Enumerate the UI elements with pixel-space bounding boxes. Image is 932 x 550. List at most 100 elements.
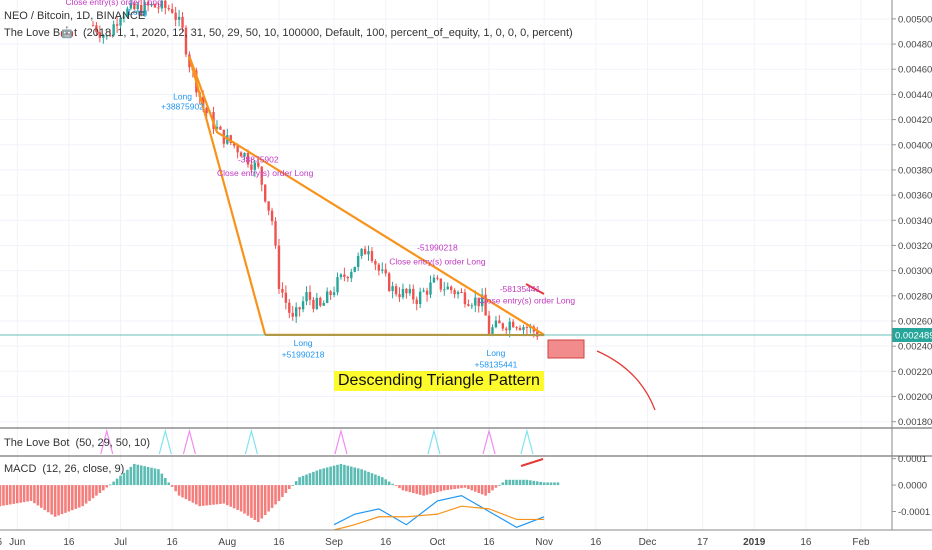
macd-histogram-bar — [491, 485, 494, 491]
macd-histogram-bar — [91, 485, 95, 499]
macd-histogram-bar — [463, 485, 467, 488]
macd-histogram-bar — [208, 485, 212, 506]
candle-body — [312, 299, 315, 309]
macd-histogram-bar — [215, 485, 219, 505]
candle-body — [315, 297, 319, 309]
candle-body — [229, 135, 232, 143]
macd-histogram-bar — [498, 485, 501, 486]
candle-body — [298, 307, 301, 310]
macd-histogram-bar — [532, 480, 536, 486]
macd-histogram-bar — [343, 464, 346, 486]
macd-histogram-bar — [308, 473, 312, 486]
macd-histogram-bar — [246, 485, 250, 516]
candle-body — [281, 288, 284, 293]
macd-histogram-bar — [363, 470, 367, 486]
macd-histogram-bar — [71, 485, 74, 511]
macd-legend[interactable]: MACD (12, 26, close, 9) — [4, 463, 124, 475]
macd-histogram-bar — [487, 485, 491, 493]
candle-body — [391, 286, 394, 292]
macd-histogram-bar — [112, 481, 115, 486]
macd-histogram-bar — [398, 485, 401, 489]
macd-histogram-bar — [263, 485, 267, 516]
candle-body — [367, 251, 370, 255]
candle-body — [122, 16, 126, 19]
long-entry-label: +51990218 — [282, 350, 325, 360]
candle-body — [109, 35, 112, 37]
candle-body — [343, 274, 346, 277]
macd-histogram-bar — [153, 468, 157, 486]
time-tick-label: Jun — [9, 537, 25, 548]
macd-histogram-bar — [312, 471, 315, 486]
macd-histogram-bar — [195, 485, 198, 505]
macd-histogram-bar — [515, 479, 518, 486]
candle-body — [467, 304, 470, 306]
time-tick-label: 16 — [63, 537, 75, 548]
macd-histogram-bar — [177, 485, 181, 496]
candle-body — [446, 286, 449, 290]
candle-body — [474, 297, 477, 306]
candle-body — [257, 162, 260, 167]
macd-histogram-bar — [446, 485, 450, 490]
macd-histogram-bar — [422, 485, 425, 496]
macd-histogram-bar — [346, 465, 350, 486]
macd-histogram-bar — [0, 485, 2, 507]
macd-histogram-bar — [157, 469, 160, 486]
candle-body — [350, 271, 353, 279]
macd-histogram-bar — [394, 485, 398, 486]
time-tick-label: Oct — [430, 537, 446, 548]
candle-body — [112, 24, 115, 36]
love-bot-name: The Love Bot — [4, 437, 70, 449]
macd-histogram-bar — [46, 485, 50, 513]
macd-histogram-bar — [535, 481, 539, 486]
macd-histogram-bar — [501, 482, 505, 486]
macd-histogram-bar — [88, 485, 91, 501]
macd-histogram-bar — [391, 483, 394, 486]
close-entry-label: Close entry(s) order Long — [389, 256, 486, 266]
macd-histogram-bar — [539, 481, 543, 486]
macd-histogram-bar — [222, 485, 226, 504]
macd-histogram-bar — [329, 466, 332, 486]
macd-histogram-bar — [525, 479, 529, 486]
strategy-legend[interactable]: The Love B🤖t (2018, 1, 1, 2020, 12, 31, 5… — [4, 26, 573, 39]
macd-histogram-bar — [143, 466, 146, 486]
macd-histogram-bar — [436, 485, 439, 493]
candle-body — [491, 327, 494, 334]
candle-body — [394, 286, 398, 295]
candle-body — [219, 126, 222, 130]
macd-histogram-bar — [205, 485, 208, 506]
candle-body — [133, 3, 136, 10]
candle-body — [353, 266, 356, 272]
macd-histogram-bar — [325, 467, 329, 486]
close-entry-label: -38875902 — [238, 154, 279, 164]
candle-body — [387, 273, 391, 292]
macd-histogram-bar — [470, 485, 474, 491]
macd-histogram-bar — [33, 485, 36, 504]
candle-body — [494, 320, 498, 328]
love-bot-legend[interactable]: The Love Bot (50, 29, 50, 10) — [4, 437, 150, 449]
macd-histogram-bar — [257, 485, 260, 523]
candle-body — [157, 7, 160, 9]
macd-histogram-bar — [546, 482, 549, 486]
candle-body — [408, 288, 412, 294]
macd-name: MACD — [4, 463, 37, 475]
macd-histogram-bar — [511, 479, 515, 486]
macd-histogram-bar — [349, 466, 353, 486]
macd-histogram-bar — [188, 485, 191, 501]
candle-body — [370, 251, 374, 261]
macd-histogram-bar — [442, 485, 446, 491]
candle-body — [239, 152, 243, 157]
love-bot-spike — [334, 428, 348, 455]
macd-histogram-bar — [411, 485, 415, 493]
candle-body — [140, 4, 143, 15]
candle-body — [91, 25, 95, 27]
candle-body — [356, 255, 360, 267]
macd-histogram-bar — [374, 474, 377, 486]
macd-histogram-bar — [9, 485, 12, 505]
candle-body — [267, 201, 270, 211]
macd-histogram-bar — [77, 485, 81, 508]
candle-body — [284, 292, 288, 303]
